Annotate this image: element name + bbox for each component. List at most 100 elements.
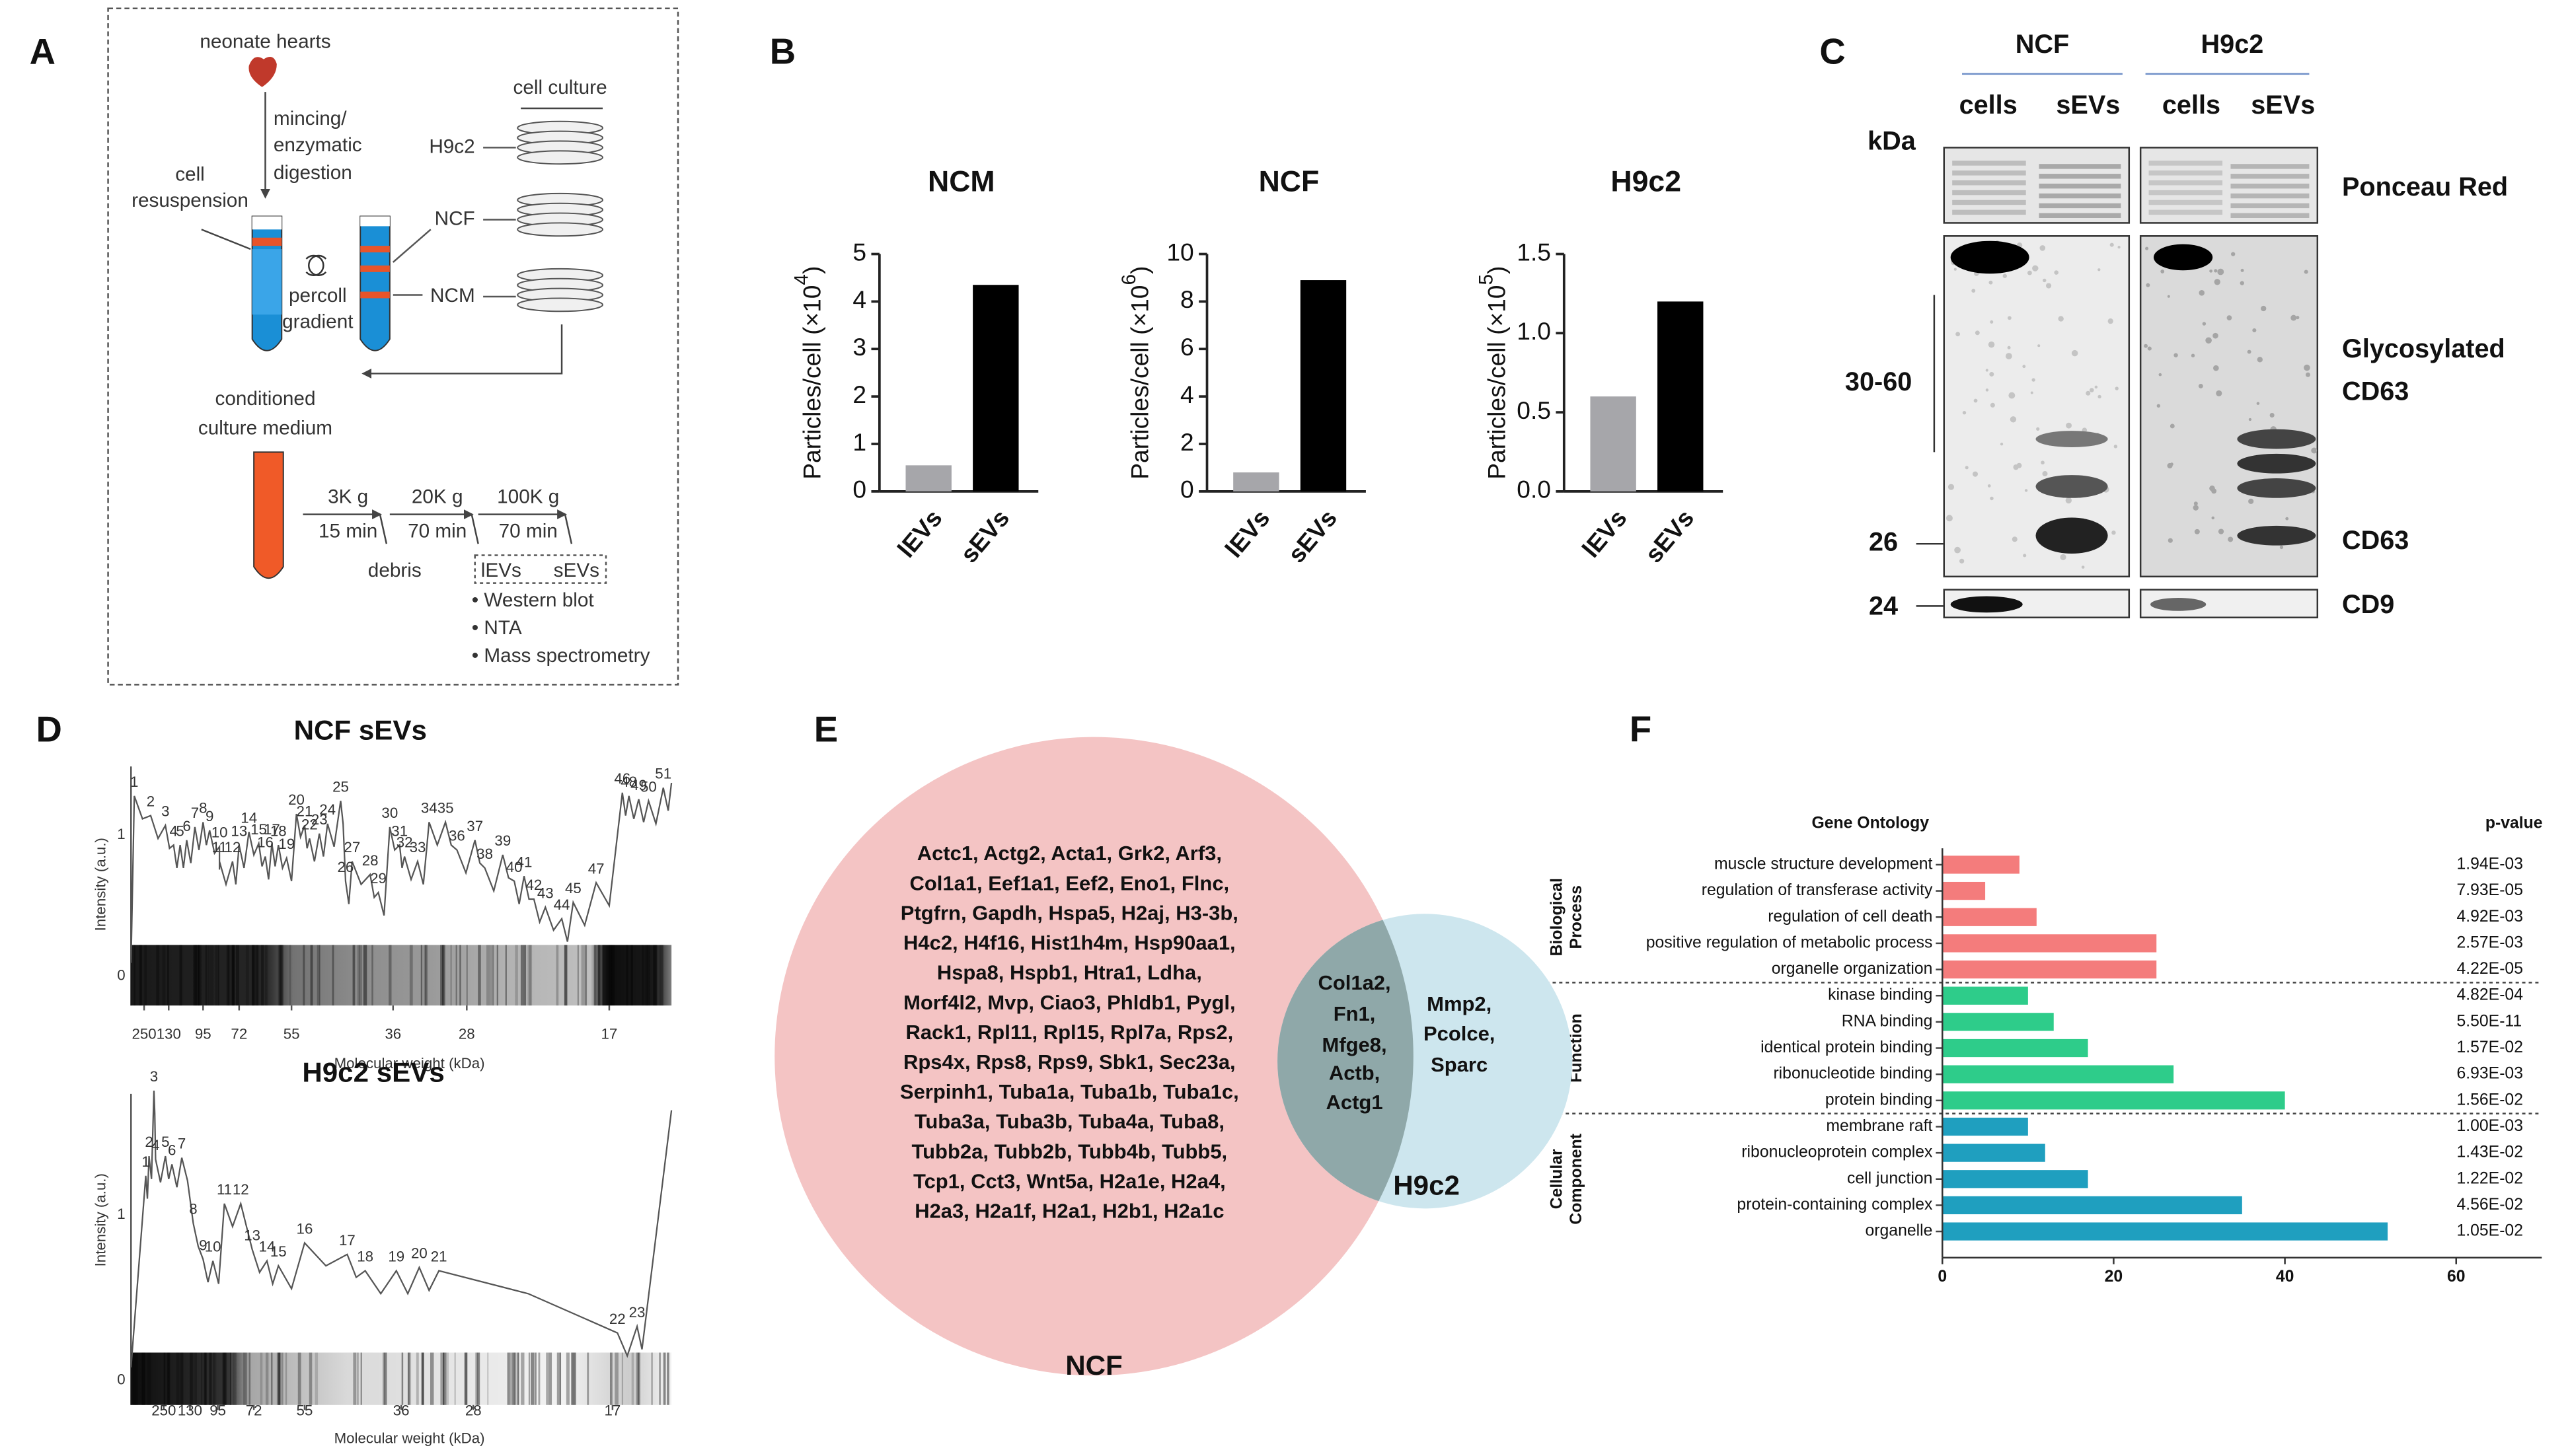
gel-band [651, 1352, 653, 1405]
gel-band [409, 1352, 412, 1405]
y-tick-label: 0.0 [1517, 476, 1551, 503]
band [2150, 597, 2207, 611]
gel-band [611, 1352, 613, 1405]
band [2153, 244, 2213, 271]
gel-band [597, 945, 601, 1006]
label: 8 [189, 1201, 197, 1218]
speckle [2033, 266, 2039, 271]
speckle [2212, 332, 2218, 339]
label: 3 [161, 803, 169, 820]
speckle [2231, 252, 2236, 256]
label: 12 [225, 839, 241, 855]
band [2035, 475, 2108, 498]
gel-band [478, 945, 481, 1006]
label: 38 [476, 846, 493, 862]
gel-band [653, 945, 655, 1006]
speckle [2042, 471, 2048, 477]
label: 100K g [497, 486, 559, 508]
label: Glycosylated [2342, 334, 2505, 363]
gel-band [430, 1352, 434, 1405]
category-label: identical protein binding [1760, 1038, 1932, 1056]
label: NCF [435, 207, 475, 229]
label: 36 [393, 1402, 410, 1419]
label: 19 [278, 836, 295, 852]
speckle [2211, 516, 2215, 520]
label: Molecular weight (kDa) [334, 1055, 485, 1072]
line [392, 229, 432, 263]
speckle [1975, 330, 1980, 336]
label: 12 [233, 1181, 249, 1198]
speckle [1971, 289, 1976, 293]
x-tick-label: sEVs [1640, 504, 1700, 568]
label: 0 [117, 966, 125, 983]
gel-band [265, 945, 268, 1006]
label: Fn1, [1334, 1002, 1376, 1025]
speckle [1989, 371, 1994, 377]
label: 13 [231, 822, 247, 839]
label: Intensity (a.u.) [93, 838, 109, 931]
gel-band [217, 945, 219, 1006]
gel-band [198, 945, 202, 1006]
gel-band [548, 1352, 552, 1405]
label: 10 [205, 1239, 221, 1255]
label: Mmp2, [1427, 992, 1492, 1015]
gel-band [141, 1352, 145, 1405]
label: 22 [301, 816, 318, 832]
label: 6 [1118, 274, 1140, 285]
gel-band [147, 1352, 151, 1405]
label: 7 [191, 805, 199, 821]
speckle [2217, 268, 2224, 275]
y-tick-label: 0 [852, 476, 866, 503]
label: H2a3, H2a1f, H2a1, H2b1, H2a1c [915, 1200, 1224, 1223]
gel-band [644, 945, 648, 1006]
panel-label: B [770, 32, 796, 72]
label: cell culture [513, 77, 607, 98]
bar [1657, 301, 1704, 491]
gel-band [363, 945, 367, 1006]
speckle [1990, 320, 1994, 324]
gel-band [572, 1352, 574, 1405]
label: H9c2 [429, 135, 474, 157]
label: 250 [132, 1026, 156, 1042]
group-label: Component [1567, 1134, 1585, 1225]
tube [359, 215, 391, 351]
band [2237, 429, 2316, 449]
blot [1943, 235, 2131, 577]
gel-band [517, 1352, 519, 1405]
gel-band [276, 1352, 281, 1405]
label: 36 [449, 828, 465, 844]
label: kDa [1868, 126, 1916, 155]
gel-band [546, 1352, 549, 1405]
gel-band [593, 945, 597, 1006]
x-tick-label: lEVs [1219, 504, 1275, 563]
label: Tuba3a, Tuba3b, Tuba4a, Tuba8, [915, 1110, 1225, 1133]
label: 36 [385, 1026, 401, 1042]
label: ) [1482, 266, 1510, 274]
tube-band [360, 246, 390, 253]
label: 29 [370, 870, 387, 887]
label: 3 [150, 1068, 158, 1085]
speckle [2115, 386, 2119, 390]
x-tick-label: 20 [2105, 1268, 2123, 1286]
speckle [1965, 466, 1969, 470]
label: 37 [467, 818, 483, 834]
speckle [2193, 505, 2199, 511]
gel-band [465, 1352, 468, 1405]
band [2035, 431, 2108, 447]
speckle [2002, 273, 2007, 278]
gel-band [248, 1352, 251, 1405]
label: 9 [206, 808, 213, 824]
label: 27 [344, 839, 360, 855]
label: conditioned [215, 388, 315, 410]
gel-band [332, 945, 334, 1006]
label: 10 [211, 824, 228, 841]
speckle [2043, 278, 2047, 283]
gel-band [363, 945, 367, 1006]
gel-band [610, 1352, 612, 1405]
gel-band [409, 945, 413, 1006]
ponceau-band [1952, 170, 2026, 176]
bar [1942, 1065, 2174, 1083]
speckle [2147, 346, 2152, 351]
speckle [2109, 242, 2114, 247]
label: neonate hearts [200, 31, 330, 53]
